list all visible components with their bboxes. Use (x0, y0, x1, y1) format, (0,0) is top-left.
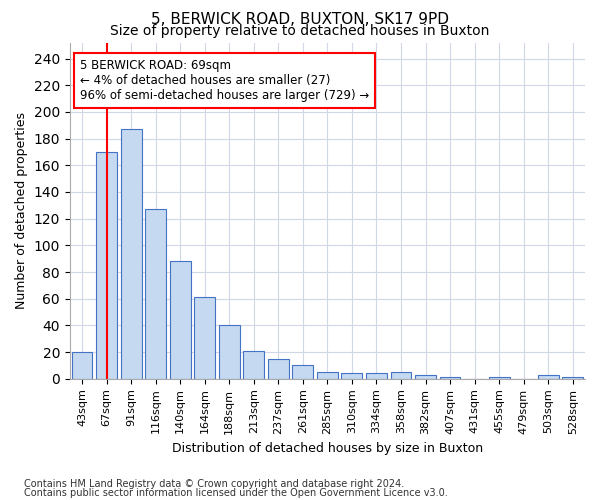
Bar (170, 262, 191, 379)
Bar (268, 359, 289, 379)
Y-axis label: Number of detached properties: Number of detached properties (15, 112, 28, 309)
Bar (194, 298, 215, 379)
Text: Size of property relative to detached houses in Buxton: Size of property relative to detached ho… (110, 24, 490, 38)
Bar (366, 374, 387, 379)
X-axis label: Distribution of detached houses by size in Buxton: Distribution of detached houses by size … (172, 442, 483, 455)
Bar (440, 378, 460, 379)
Text: 5, BERWICK ROAD, BUXTON, SK17 9PD: 5, BERWICK ROAD, BUXTON, SK17 9PD (151, 12, 449, 28)
Bar (562, 378, 583, 379)
Bar (244, 351, 264, 379)
Bar (292, 366, 313, 379)
Bar (391, 372, 412, 379)
Bar (96, 152, 117, 379)
Bar (145, 210, 166, 379)
Text: Contains public sector information licensed under the Open Government Licence v3: Contains public sector information licen… (24, 488, 448, 498)
Bar (317, 372, 338, 379)
Bar (219, 326, 239, 379)
Bar (121, 129, 142, 379)
Text: Contains HM Land Registry data © Crown copyright and database right 2024.: Contains HM Land Registry data © Crown c… (24, 479, 404, 489)
Bar (489, 378, 509, 379)
Bar (71, 352, 92, 379)
Bar (341, 374, 362, 379)
Bar (415, 375, 436, 379)
Text: 5 BERWICK ROAD: 69sqm
← 4% of detached houses are smaller (27)
96% of semi-detac: 5 BERWICK ROAD: 69sqm ← 4% of detached h… (80, 60, 370, 102)
Bar (538, 375, 559, 379)
